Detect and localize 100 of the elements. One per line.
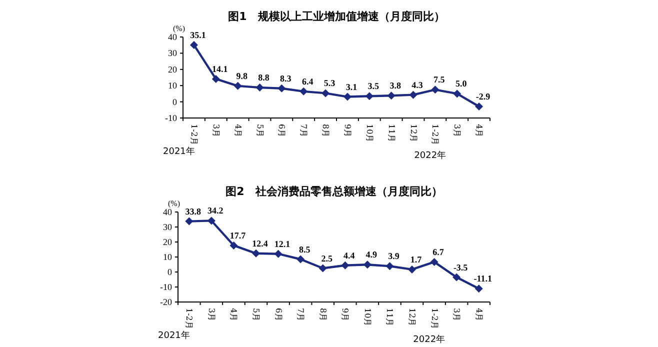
point bbox=[300, 87, 308, 96]
x-tick-label: 1-2月 bbox=[189, 124, 198, 145]
y-tick-label: 0 bbox=[172, 96, 178, 107]
x-tick-label: 1-2月 bbox=[430, 308, 439, 329]
y-tick-label: 20 bbox=[163, 237, 172, 247]
x-tick-label: 3月 bbox=[452, 124, 462, 138]
data-label: 3.8 bbox=[390, 80, 402, 91]
point bbox=[341, 261, 350, 270]
point bbox=[475, 102, 484, 110]
y-tick-label: -20 bbox=[160, 297, 172, 307]
point bbox=[212, 74, 220, 83]
point bbox=[474, 284, 483, 293]
x-tick-label: 3月 bbox=[211, 124, 220, 138]
x-tick-label: 7月 bbox=[296, 308, 306, 322]
data-label: 8.8 bbox=[258, 72, 270, 83]
x-tick-label: 4月 bbox=[474, 124, 484, 138]
x-tick-label: 12月 bbox=[408, 124, 418, 142]
data-label: 2.5 bbox=[321, 253, 333, 264]
chart-title: 图2 社会消费品零售总额增速（月度同比） bbox=[226, 185, 442, 198]
data-label: 4.9 bbox=[366, 250, 378, 260]
data-label: 33.8 bbox=[185, 206, 202, 216]
point bbox=[343, 92, 352, 101]
y-axis-title: (%) bbox=[168, 199, 180, 208]
point bbox=[387, 92, 396, 100]
point bbox=[296, 255, 305, 264]
data-label: 3.5 bbox=[368, 81, 380, 92]
x-tick-label: 3月 bbox=[206, 308, 216, 322]
point bbox=[431, 86, 440, 94]
text: 2022年 bbox=[413, 334, 446, 345]
text: 2021年 bbox=[158, 330, 190, 341]
point bbox=[386, 262, 394, 270]
x-tick-label: 9月 bbox=[340, 308, 350, 322]
data-label: 4.4 bbox=[344, 250, 356, 260]
y-tick-label: 20 bbox=[168, 64, 178, 74]
text: 2022年 bbox=[414, 150, 446, 161]
data-label: 6.7 bbox=[432, 246, 444, 257]
x-tick-label: 10月 bbox=[364, 124, 374, 142]
y-tick-label: 40 bbox=[168, 32, 178, 42]
data-label: 5.3 bbox=[324, 78, 336, 88]
x-tick-label: 4月 bbox=[233, 124, 242, 138]
point bbox=[185, 217, 194, 226]
y-axis-title: (%) bbox=[173, 24, 186, 33]
y-tick-label: 10 bbox=[168, 80, 178, 91]
y-tick-label: 0 bbox=[168, 267, 172, 277]
point bbox=[408, 265, 416, 274]
point bbox=[430, 258, 438, 266]
point bbox=[234, 82, 242, 90]
x-tick-label: 6月 bbox=[277, 124, 286, 138]
data-label: 4.3 bbox=[412, 80, 424, 90]
x-tick-label: 4月 bbox=[474, 308, 484, 322]
data-label: 5.0 bbox=[455, 78, 468, 89]
chart-title: 图1 规模以上工业增加值增速（月度同比） bbox=[228, 10, 445, 23]
point bbox=[230, 241, 238, 250]
data-label: 14.1 bbox=[212, 64, 228, 74]
data-label: 12.4 bbox=[252, 238, 268, 248]
point bbox=[190, 40, 198, 49]
data-label: 8.3 bbox=[280, 73, 292, 84]
x-tick-label: 6月 bbox=[274, 308, 283, 322]
x-tick-label: 5月 bbox=[252, 308, 260, 322]
data-label: 8.5 bbox=[298, 244, 311, 254]
data-label: 3.1 bbox=[346, 82, 358, 92]
data-label: 1.7 bbox=[410, 254, 422, 264]
x-tick-label: 1-2月 bbox=[184, 308, 194, 329]
point bbox=[274, 250, 282, 258]
data-label: 3.9 bbox=[388, 251, 400, 262]
x-tick-label: 4月 bbox=[229, 308, 238, 322]
point bbox=[453, 90, 462, 98]
data-label: 9.8 bbox=[236, 70, 248, 81]
data-label: -11.1 bbox=[474, 274, 492, 284]
y-tick-label: -10 bbox=[165, 113, 178, 123]
text: 2021年 bbox=[163, 146, 195, 157]
point bbox=[322, 89, 330, 98]
x-tick-label: 8月 bbox=[318, 308, 328, 322]
point bbox=[365, 92, 374, 100]
y-tick-label: 40 bbox=[163, 207, 172, 217]
point bbox=[363, 260, 372, 269]
data-label: 7.5 bbox=[434, 74, 446, 85]
point bbox=[207, 216, 216, 225]
data-label: -3.5 bbox=[453, 262, 468, 272]
point bbox=[256, 84, 264, 92]
x-tick-label: 8月 bbox=[321, 124, 330, 138]
point bbox=[252, 249, 260, 258]
data-label: 34.2 bbox=[208, 206, 224, 216]
data-label: 12.1 bbox=[274, 238, 291, 249]
point bbox=[452, 273, 461, 282]
data-label: 35.1 bbox=[190, 30, 206, 40]
y-tick-label: -10 bbox=[160, 282, 172, 292]
data-label: 17.7 bbox=[230, 230, 246, 240]
point bbox=[278, 84, 286, 92]
x-tick-label: 7月 bbox=[299, 124, 308, 138]
x-tick-label: 10月 bbox=[362, 308, 372, 326]
x-tick-label: 5月 bbox=[255, 124, 264, 138]
x-tick-label: 9月 bbox=[342, 124, 352, 138]
data-label: 6.4 bbox=[302, 76, 314, 86]
x-tick-label: 3月 bbox=[452, 308, 462, 322]
point bbox=[409, 90, 418, 99]
x-tick-label: 12月 bbox=[408, 308, 416, 326]
x-tick-label: 11月 bbox=[386, 124, 396, 142]
y-tick-label: 30 bbox=[163, 222, 172, 232]
y-tick-label: 10 bbox=[163, 252, 172, 262]
